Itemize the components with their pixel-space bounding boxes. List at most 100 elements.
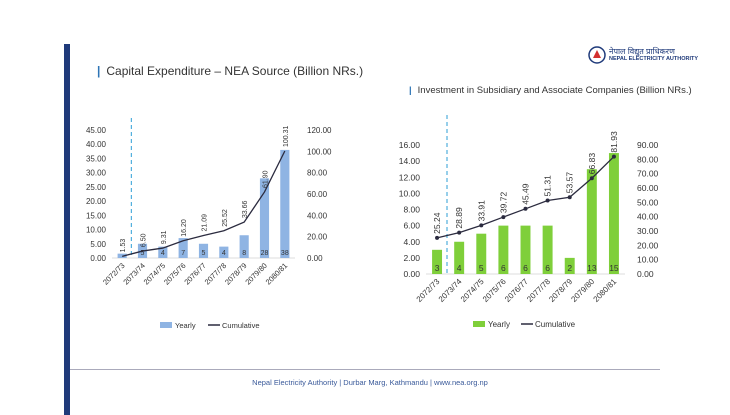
cumulative-value-label: 1.53 [120,239,127,253]
bar-yearly [498,225,509,274]
legend-yearly-label: Yearly [488,320,510,329]
bar-yearly [564,257,575,274]
y-right-tick-label: 60.00 [637,183,659,193]
cumulative-point [501,215,506,220]
y-right-tick-label: 10.00 [637,255,659,265]
chart2-title: | Investment in Subsidiary and Associate … [409,85,692,96]
bar-yearly [542,225,553,274]
bar-yearly [432,249,443,274]
cumulative-value-label: 25.24 [432,212,442,234]
bar-value-label: 6 [523,263,528,273]
bar-yearly [239,235,249,258]
bar-yearly [520,225,531,274]
y-left-tick-label: 15.00 [86,211,107,220]
cumulative-line [122,150,286,257]
bar-value-label: 4 [222,250,226,257]
cumulative-value-label: 21.09 [202,214,209,232]
bar-value-label: 7 [181,250,185,257]
bar-value-label: 28 [261,250,269,257]
cumulative-point [545,198,550,203]
y-left-tick-label: 16.00 [399,140,421,150]
y-left-tick-label: 0.00 [90,254,106,263]
cumulative-point [567,195,572,200]
legend-cumulative-label: Cumulative [222,321,260,330]
y-right-tick-label: 30.00 [637,226,659,236]
bar-yearly [608,153,619,274]
cumulative-value-label: 39.72 [498,192,508,214]
y-left-tick-label: 40.00 [86,140,107,149]
y-left-tick-label: 10.00 [86,226,107,235]
y-left-tick-label: 30.00 [86,169,107,178]
y-left-tick-label: 5.00 [90,240,106,249]
y-left-tick-label: 25.00 [86,183,107,192]
cumulative-value-label: 100.31 [283,125,290,147]
bar-value-label: 6 [501,263,506,273]
y-left-tick-label: 14.00 [399,156,421,166]
cumulative-value-label: 66.83 [587,153,597,175]
y-left-tick-label: 45.00 [86,126,107,135]
bar-value-label: 8 [242,250,246,257]
chart1-title: | Capital Expenditure – NEA Source (Billi… [97,64,364,78]
nea-logo-icon [588,46,606,64]
logo-text-native: नेपाल विद्युत प्राधिकरण [609,47,675,56]
cumulative-value-label: 6.50 [141,233,148,247]
y-right-tick-label: 50.00 [637,197,659,207]
investment-chart: 0.00 2.00 4.00 6.00 8.00 10.00 12.00 14.00 16.00… [399,115,659,329]
cumulative-point [479,223,484,228]
bar-value-label: 4 [457,263,462,273]
y-right-tick-label: 40.00 [637,212,659,222]
cumulative-value-label: 51.31 [543,175,553,197]
y-right-tick-label: 80.00 [637,154,659,164]
y-right-tick-label: 80.00 [307,169,328,178]
cumulative-value-label: 81.93 [609,131,619,153]
bar-yearly [586,169,597,274]
bar-yearly [178,238,188,258]
y-right-tick-label: 70.00 [637,169,659,179]
nea-logo: नेपाल विद्युत प्राधिकरण NEPAL ELECTRICIT… [588,46,703,66]
y-left-tick-label: 2.00 [403,253,420,263]
y-left-tick-label: 4.00 [403,237,420,247]
bar-value-label: 38 [281,250,289,257]
y-left-tick-label: 8.00 [403,205,420,215]
cumulative-value-label: 25.52 [222,209,229,227]
cumulative-point [435,235,440,240]
bar-value-label: 5 [141,250,145,257]
bar-yearly [280,149,290,258]
legend-yearly-swatch [160,322,172,328]
capex-chart: 0.005.0010.0015.0020.0025.0030.0035.0040… [86,115,332,330]
y-right-tick-label: 60.00 [307,190,328,199]
cumulative-point [589,176,594,181]
y-left-tick-label: 6.00 [403,221,420,231]
bar-value-label: 13 [587,263,597,273]
y-right-tick-label: 90.00 [637,140,659,150]
y-right-tick-label: 40.00 [307,211,328,220]
bar-value-label: 3 [435,263,440,273]
y-right-tick-label: 100.00 [307,147,332,156]
cumulative-value-label: 9.31 [161,230,168,244]
y-left-tick-label: 12.00 [399,172,421,182]
y-right-tick-label: 0.00 [637,269,654,279]
y-right-tick-label: 20.00 [637,240,659,250]
y-left-tick-label: 20.00 [86,197,107,206]
bar-yearly [158,246,168,258]
cumulative-value-label: 28.89 [454,207,464,229]
legend-yearly-swatch [473,321,485,327]
y-right-tick-label: 120.00 [307,126,332,135]
bar-value-label: 4 [161,250,165,257]
cumulative-point [523,206,528,211]
x-category-label: 2080/81 [592,277,619,304]
cumulative-value-label: 45.49 [521,183,531,205]
cumulative-value-label: 16.20 [181,219,188,237]
bar-yearly [198,243,209,258]
logo-text-english: NEPAL ELECTRICITY AUTHORITY [609,56,699,62]
x-category-label: 2080/81 [264,261,290,287]
y-left-tick-label: 0.00 [403,269,420,279]
bar-yearly [219,246,229,258]
cumulative-point [611,154,616,159]
y-right-tick-label: 0.00 [307,254,323,263]
legend-yearly-label: Yearly [175,321,196,330]
footer-text: Nepal Electricity Authority | Durbar Mar… [252,378,488,387]
y-right-tick-label: 20.00 [307,233,328,242]
bar-value-label: 6 [545,263,550,273]
bar-value-label: 5 [202,250,206,257]
